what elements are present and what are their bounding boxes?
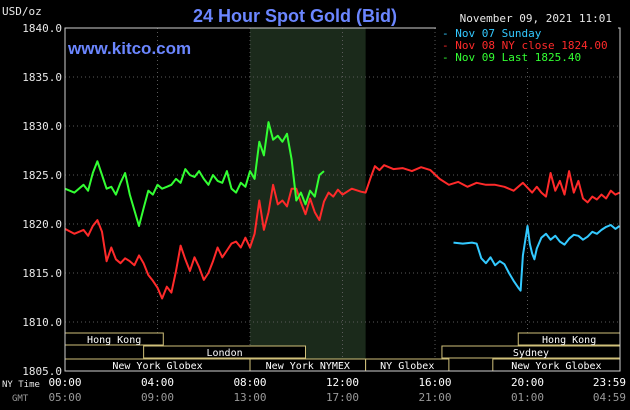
session-label: Hong Kong [87, 335, 141, 346]
x-tick-label-gmt: 09:00 [141, 391, 174, 404]
series-layer [64, 121, 621, 300]
chart-legend: - Nov 07 Sunday- Nov 08 NY close 1824.00… [436, 26, 618, 68]
legend-entry: - Nov 09 Last 1825.40 [442, 51, 581, 64]
legend-box [436, 26, 618, 68]
legend-entry: - Nov 08 NY close 1824.00 [442, 39, 608, 52]
y-tick-label: 1810.0 [22, 316, 62, 329]
y-tick-label: 1835.0 [22, 71, 62, 84]
x-tick-label-gmt: 05:00 [48, 391, 81, 404]
session-label: New York Globex [511, 361, 601, 372]
y-tick-label: 1840.0 [22, 22, 62, 35]
x-axis-row-label-gmt: GMT [12, 394, 29, 404]
series-line-2 [64, 164, 620, 300]
series-line-1 [453, 224, 621, 292]
x-tick-label-gmt: 01:00 [511, 391, 544, 404]
session-label: Hong Kong [542, 335, 596, 346]
x-tick-label-gmt: 13:00 [233, 391, 266, 404]
session-label: New York Globex [112, 361, 202, 372]
y-tick-label: 1830.0 [22, 120, 62, 133]
x-tick-label-ny: 20:00 [511, 376, 544, 389]
y-tick-label: 1820.0 [22, 218, 62, 231]
x-axis-row-label-ny: NY Time [2, 380, 40, 390]
axis-layer: 1840.0 1835.0 1830.0 1825.0 1820.0 1815.0 1810… [2, 22, 626, 404]
x-tick-label-ny: 08:00 [233, 376, 266, 389]
y-tick-label: 1825.0 [22, 169, 62, 182]
x-tick-label-ny: 23:59 [593, 376, 626, 389]
watermark-url: www.kitco.com [67, 39, 191, 58]
y-tick-label: 1815.0 [22, 267, 62, 280]
x-tick-label-gmt: 17:00 [326, 391, 359, 404]
x-tick-label-ny: 00:00 [48, 376, 81, 389]
x-tick-label-ny: 12:00 [326, 376, 359, 389]
chart-timestamp: November 09, 2021 11:01 [460, 12, 612, 25]
series-line-3 [64, 121, 325, 227]
x-tick-label-gmt: 21:00 [418, 391, 451, 404]
y-axis-unit-label: USD/oz [2, 5, 42, 18]
session-label: New York NYMEX [266, 361, 350, 372]
session-label: NY Globex [380, 361, 434, 372]
chart-title: 24 Hour Spot Gold (Bid) [193, 6, 397, 26]
session-bar [143, 345, 306, 359]
plot-frame [64, 27, 621, 372]
x-tick-label-ny: 04:00 [141, 376, 174, 389]
y-tick-label: 1805.0 [22, 365, 62, 378]
session-label: Sydney [513, 348, 549, 359]
session-label: London [207, 348, 243, 359]
x-tick-label-ny: 16:00 [418, 376, 451, 389]
x-tick-label-gmt: 04:59 [593, 391, 626, 404]
legend-entry: - Nov 07 Sunday [442, 27, 542, 40]
